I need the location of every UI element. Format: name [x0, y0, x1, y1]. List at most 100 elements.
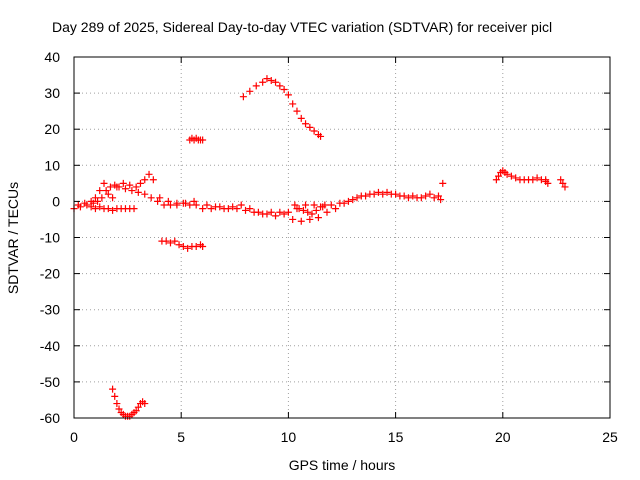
chart-title: Day 289 of 2025, Sidereal Day-to-day VTE… — [52, 19, 552, 35]
data-point — [96, 187, 104, 195]
data-point — [276, 82, 284, 90]
data-point — [289, 100, 297, 108]
data-point — [284, 208, 292, 216]
data-point — [430, 194, 438, 202]
y-tick-label: -20 — [40, 266, 60, 282]
data-point — [434, 192, 442, 200]
data-point — [203, 201, 211, 209]
y-tick-label: 30 — [44, 85, 60, 101]
data-point — [104, 205, 112, 213]
data-point — [109, 206, 117, 214]
data-point — [323, 208, 331, 216]
data-point — [199, 243, 207, 251]
data-point — [308, 210, 316, 218]
data-point — [561, 183, 569, 191]
data-point — [400, 192, 408, 200]
data-point — [310, 127, 318, 135]
data-point — [113, 400, 121, 408]
data-point — [121, 185, 129, 193]
data-point — [128, 187, 136, 195]
data-point — [91, 194, 99, 202]
series-bottom-curve — [109, 385, 149, 420]
data-point — [297, 217, 305, 225]
data-point — [179, 243, 187, 251]
series-right-cluster-b — [542, 176, 569, 191]
data-point — [291, 201, 299, 209]
data-point — [426, 190, 434, 198]
data-points — [70, 75, 569, 420]
series-short-cluster-17 — [186, 134, 207, 144]
data-point — [559, 179, 567, 187]
data-point — [409, 192, 417, 200]
data-point — [272, 212, 280, 220]
data-point — [302, 201, 310, 209]
data-point — [184, 244, 192, 252]
data-point — [237, 201, 245, 209]
x-tick-label: 5 — [177, 429, 185, 445]
data-point — [317, 132, 325, 140]
data-point — [379, 190, 387, 198]
data-point — [186, 201, 194, 209]
data-point — [111, 392, 119, 400]
data-point — [102, 187, 110, 195]
data-point — [392, 190, 400, 198]
data-point — [181, 199, 189, 207]
data-point — [87, 203, 95, 211]
data-point — [141, 400, 149, 408]
data-point — [147, 194, 155, 202]
series-right-cluster-a — [492, 167, 550, 184]
data-point — [106, 183, 114, 191]
data-point — [306, 123, 314, 131]
y-tick-label: 40 — [44, 49, 60, 65]
data-point — [263, 75, 271, 83]
data-point — [156, 194, 164, 202]
data-point — [98, 194, 106, 202]
data-point — [495, 172, 503, 180]
data-point — [299, 206, 307, 214]
data-point — [154, 197, 162, 205]
data-point — [295, 205, 303, 213]
x-tick-label: 15 — [388, 429, 404, 445]
data-point — [199, 136, 207, 144]
data-point — [314, 214, 322, 222]
data-point — [171, 237, 179, 245]
data-point — [280, 85, 288, 93]
data-point — [533, 174, 541, 182]
data-point — [119, 179, 127, 187]
data-point — [304, 208, 312, 216]
data-point — [327, 201, 335, 209]
data-point — [374, 188, 382, 196]
data-point — [94, 197, 102, 205]
y-tick-label: -40 — [40, 338, 60, 354]
data-point — [134, 188, 142, 196]
data-point — [544, 179, 552, 187]
data-point — [310, 201, 318, 209]
y-tick-label: 0 — [52, 193, 60, 209]
data-point — [100, 179, 108, 187]
data-point — [297, 114, 305, 122]
data-point — [109, 385, 117, 393]
data-point — [437, 196, 445, 204]
data-point — [81, 199, 89, 207]
data-point — [366, 190, 374, 198]
data-point — [503, 170, 511, 178]
data-point — [199, 205, 207, 213]
data-point — [280, 210, 288, 218]
data-point — [293, 107, 301, 115]
data-point — [166, 201, 174, 209]
data-point — [422, 192, 430, 200]
data-point — [207, 205, 215, 213]
data-point — [233, 205, 241, 213]
data-point — [145, 170, 153, 178]
data-point — [192, 243, 200, 251]
data-point — [349, 196, 357, 204]
series-isolated-point — [439, 179, 447, 187]
data-point — [173, 201, 181, 209]
gridlines — [74, 57, 610, 418]
data-point — [404, 194, 412, 202]
data-point — [272, 78, 280, 86]
data-point — [263, 210, 271, 218]
x-tick-label: 0 — [70, 429, 78, 445]
series-neg-cluster-12 — [158, 237, 207, 252]
